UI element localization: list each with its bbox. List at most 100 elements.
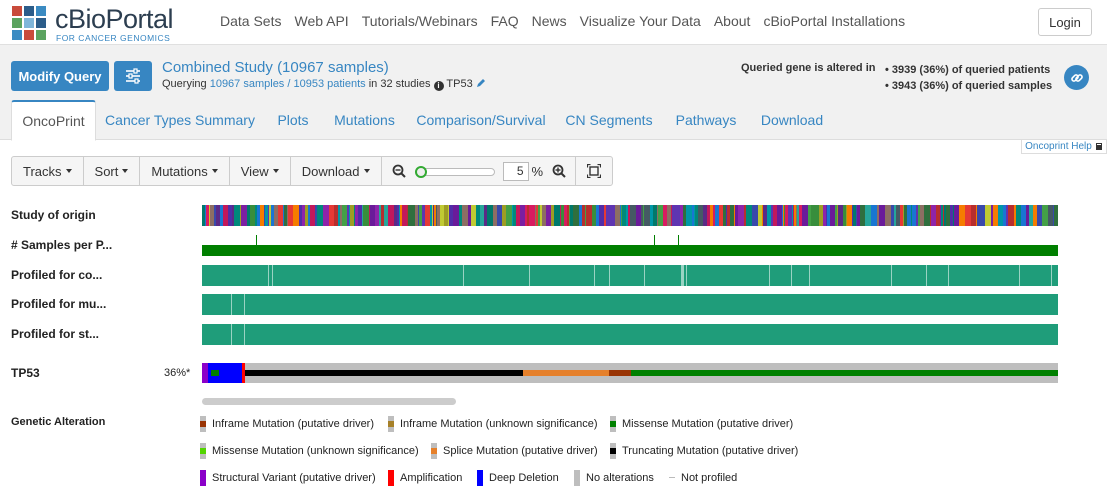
study-stripe	[907, 205, 911, 226]
legend-label: Structural Variant (putative driver)	[212, 472, 376, 484]
altered-samples: • 3943 (36%) of queried samples	[885, 80, 1053, 92]
study-stripe	[903, 205, 904, 226]
nav-news[interactable]: News	[531, 13, 567, 29]
study-stripe	[879, 205, 885, 226]
study-stripe	[288, 205, 293, 226]
top-navbar: cBioPortal FOR CANCER GENOMICS Data Sets…	[0, 0, 1107, 44]
querying-prefix: Querying	[162, 78, 207, 90]
tab-mutations[interactable]: Mutations	[334, 112, 395, 128]
tracks-dropdown[interactable]: Tracks	[11, 156, 84, 186]
study-stripe	[852, 205, 853, 226]
study-stripe	[240, 205, 241, 226]
track-label-profiled-mutations[interactable]: Profiled for mu...	[11, 297, 107, 311]
legend-deep-deletion: Deep Deletion	[477, 470, 559, 486]
study-stripe	[900, 205, 903, 226]
study-stripe	[551, 205, 554, 226]
nav-visualize[interactable]: Visualize Your Data	[579, 13, 701, 29]
study-stripe	[719, 205, 723, 226]
track-label-profiled-structural[interactable]: Profiled for st...	[11, 327, 100, 341]
study-stripe	[1053, 205, 1054, 226]
altered-patients: • 3939 (36%) of queried patients	[885, 64, 1051, 76]
oncoprint-help-link[interactable]: Oncoprint Help	[1021, 139, 1107, 154]
patients-link[interactable]: 10953 patients	[293, 78, 366, 90]
zoom-input[interactable]: 5	[502, 162, 529, 181]
nav-installations[interactable]: cBioPortal Installations	[763, 13, 906, 29]
samples-link[interactable]: 10967 samples	[209, 78, 285, 90]
study-title[interactable]: Combined Study (10967 samples)	[162, 59, 389, 76]
info-icon[interactable]: i	[433, 81, 444, 91]
cbioportal-logo[interactable]: cBioPortal FOR CANCER GENOMICS	[10, 4, 175, 43]
legend-swatch	[200, 416, 206, 432]
study-stripe	[448, 205, 449, 226]
study-stripe	[865, 205, 871, 226]
zoom-in-icon[interactable]	[552, 164, 566, 178]
study-stripe	[1021, 205, 1026, 226]
view-dropdown[interactable]: View	[228, 156, 291, 186]
tab-oncoprint[interactable]: OncoPrint	[11, 100, 96, 141]
study-stripe	[683, 205, 686, 226]
nav-faq[interactable]: FAQ	[490, 13, 519, 29]
study-stripe	[643, 205, 644, 226]
study-stripe	[1042, 205, 1048, 226]
study-of-origin-track[interactable]	[202, 205, 1058, 226]
study-stripe	[788, 205, 792, 226]
modify-query-button[interactable]: Modify Query	[11, 61, 109, 91]
study-stripe	[354, 205, 355, 226]
tab-cn-segments[interactable]: CN Segments	[565, 112, 653, 128]
zoom-slider-track[interactable]	[414, 168, 495, 176]
study-stripe	[971, 205, 976, 226]
study-stripe	[1037, 205, 1042, 226]
track-label-tp53[interactable]: TP53	[11, 366, 40, 380]
profiled-cna-track[interactable]	[202, 265, 1058, 286]
samples-per-patient-track[interactable]	[202, 235, 1058, 256]
nav-data-sets[interactable]: Data Sets	[220, 13, 282, 29]
study-stripe	[891, 205, 894, 226]
study-stripe	[334, 205, 338, 226]
query-settings-button[interactable]	[114, 61, 152, 91]
profiled-gap	[1051, 265, 1052, 286]
study-stripe	[437, 205, 440, 226]
tab-cancer-types-summary[interactable]: Cancer Types Summary	[105, 112, 255, 128]
track-label-study-of-origin[interactable]: Study of origin	[11, 208, 96, 222]
study-stripe	[260, 205, 264, 226]
study-stripe	[985, 205, 991, 226]
legend-missense-driver: Missense Mutation (putative driver)	[610, 416, 793, 432]
login-button[interactable]: Login	[1038, 8, 1092, 36]
tp53-alteration-track[interactable]	[202, 363, 1058, 383]
study-stripe	[912, 205, 916, 226]
nav-web-api[interactable]: Web API	[294, 13, 349, 29]
study-stripe	[502, 205, 506, 226]
track-label-samples-per-patient[interactable]: # Samples per P...	[11, 238, 113, 252]
study-stripe	[835, 205, 837, 226]
tab-plots[interactable]: Plots	[277, 112, 309, 128]
nav-about[interactable]: About	[713, 13, 751, 29]
zoom-out-icon[interactable]	[392, 164, 406, 178]
study-stripe	[811, 205, 814, 226]
share-link-button[interactable]	[1064, 65, 1089, 90]
horizontal-scrollbar[interactable]	[202, 398, 456, 405]
sort-dropdown[interactable]: Sort	[82, 156, 141, 186]
study-stripe	[1029, 205, 1033, 226]
study-stripe	[830, 205, 835, 226]
profiled-structural-track[interactable]	[202, 324, 1058, 345]
legend-label: Truncating Mutation (putative driver)	[622, 445, 799, 457]
study-stripe	[911, 205, 912, 226]
study-stripe	[370, 205, 375, 226]
tab-download[interactable]: Download	[760, 112, 824, 128]
download-dropdown[interactable]: Download	[289, 156, 382, 186]
nav-tutorials[interactable]: Tutorials/Webinars	[361, 13, 478, 29]
track-label-profiled-cna[interactable]: Profiled for co...	[11, 268, 103, 282]
mutations-dropdown[interactable]: Mutations	[139, 156, 230, 186]
pencil-icon[interactable]	[476, 78, 486, 88]
zoom-slider-handle[interactable]	[414, 166, 427, 178]
tab-comparison-survival[interactable]: Comparison/Survival	[416, 112, 546, 128]
profiled-mutations-track[interactable]	[202, 294, 1058, 315]
study-stripe	[857, 205, 860, 226]
tab-pathways[interactable]: Pathways	[675, 112, 737, 128]
study-stripe	[202, 205, 205, 226]
study-stripe	[799, 205, 802, 226]
study-stripe	[1048, 205, 1053, 226]
study-stripe	[265, 205, 268, 226]
fit-to-screen-button[interactable]	[574, 156, 613, 186]
study-stripe	[771, 205, 773, 226]
